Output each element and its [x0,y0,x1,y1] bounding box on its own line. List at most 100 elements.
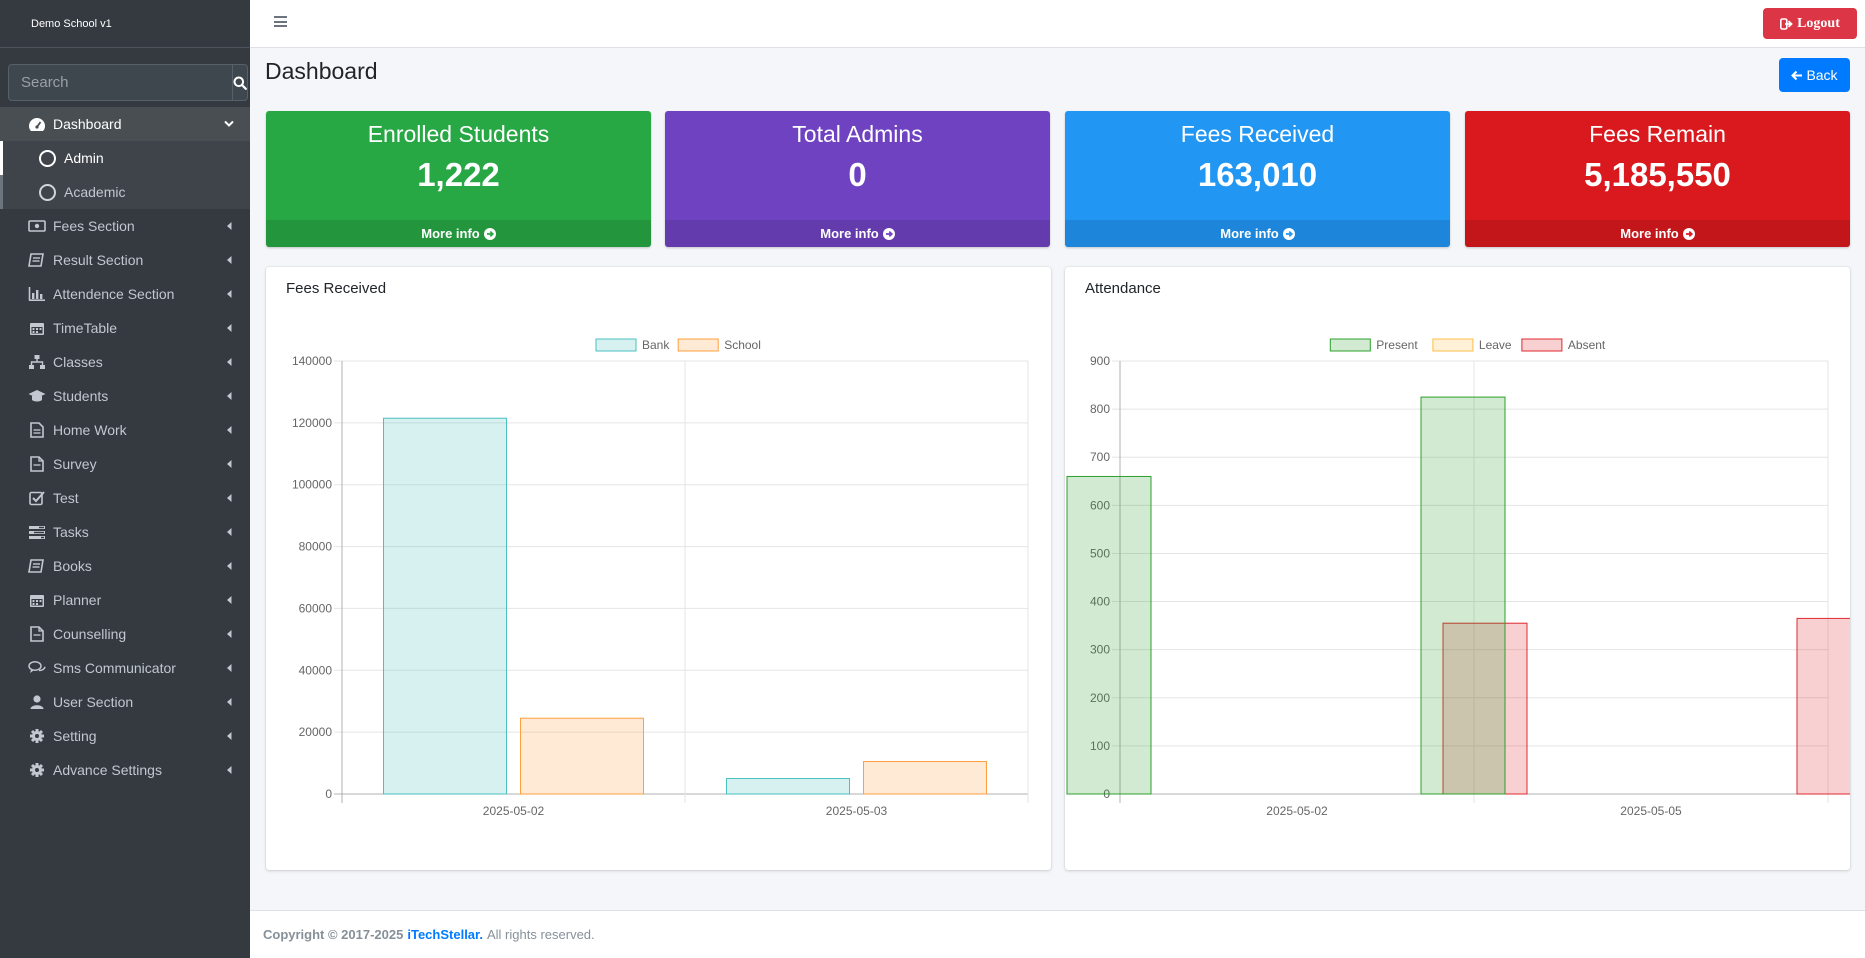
sidebar-subitem-academic[interactable]: Academic [0,175,250,209]
more-info-link[interactable]: More info [1065,220,1450,247]
sidebar-item-label: Planner [53,592,102,608]
chevron-left-icon [224,391,234,401]
sidebar-item-label: Classes [53,354,103,370]
chevron-left-icon [224,459,234,469]
more-info-link[interactable]: More info [665,220,1050,247]
back-button[interactable]: Back [1779,58,1850,92]
more-info-label: More info [421,226,480,241]
sidebar-item-attendence-section[interactable]: Attendence Section [0,277,250,311]
sidebar-item-books[interactable]: Books [0,549,250,583]
fees-received-chart: 0 20000 40000 60000 80000 100000 120000 140000 2… [292,338,1029,818]
user-icon [27,694,47,710]
logout-button[interactable]: Logout [1763,8,1857,39]
sidebar-item-survey[interactable]: Survey [0,447,250,481]
sidebar-item-setting[interactable]: Setting [0,719,250,753]
y-tick-label: 80000 [299,540,333,554]
stat-box-total-admins: Total Admins 0 More info [665,111,1050,247]
y-tick-label: 0 [325,787,332,801]
x-tick-label: 2025-05-02 [1266,804,1328,818]
bar-present [1420,396,1506,795]
sidebar-item-home-work[interactable]: Home Work [0,413,250,447]
legend-label: Present [1376,338,1418,352]
sidebar-search [8,64,248,101]
check-square-icon [27,490,47,506]
circle-icon [39,183,56,201]
calendar-icon [27,592,47,608]
arrow-circle-right-icon [1282,227,1295,240]
y-tick-label: 100000 [292,478,332,492]
chevron-left-icon [224,255,234,265]
y-tick-label: 140000 [292,354,332,368]
more-info-link[interactable]: More info [1465,220,1850,247]
page-footer: Copyright © 2017-2025 iTechStellar. All … [250,910,1865,958]
fees-received-card: Fees Received 0 20000 40000 60000 80000 10000… [266,267,1051,870]
sidebar-subitem-label: Admin [64,150,104,166]
stat-box-fees-remain: Fees Remain 5,185,550 More info [1465,111,1850,247]
arrow-circle-right-icon [882,227,895,240]
file-icon [27,626,47,642]
y-tick-label: 20000 [299,725,333,739]
search-input[interactable] [8,64,232,101]
legend-swatch-leave [1432,338,1474,352]
legend-label: Leave [1479,338,1512,352]
sidebar-subitem-label: Academic [64,184,126,200]
sidebar-item-counselling[interactable]: Counselling [0,617,250,651]
sidebar-item-label: Setting [53,728,97,744]
stat-box-enrolled-students: Enrolled Students 1,222 More info [266,111,651,247]
graduation-cap-icon [27,388,47,404]
y-tick-label: 60000 [299,601,333,615]
arrow-left-icon [1791,70,1803,80]
stat-title: Fees Remain [1589,121,1726,147]
sidebar-item-label: Sms Communicator [53,660,176,676]
sidebar-item-timetable[interactable]: TimeTable [0,311,250,345]
search-button[interactable] [232,64,248,101]
calendar-icon [27,320,47,336]
card-title: Fees Received [286,280,387,297]
bar-absent [1796,617,1850,795]
chevron-left-icon [224,561,234,571]
card-title: Attendance [1085,280,1161,297]
legend-label: Absent [1568,338,1606,352]
sidebar-item-result-section[interactable]: Result Section [0,243,250,277]
sidebar-item-test[interactable]: Test [0,481,250,515]
chevron-left-icon [224,221,234,231]
attendance-card: Attendance 01002003004005006007008009002… [1065,267,1850,870]
file-text-icon [27,422,47,438]
y-tick-label: 120000 [292,416,332,430]
more-info-link[interactable]: More info [266,220,651,247]
sidebar-subitem-admin[interactable]: Admin [0,141,250,175]
bar-chart-icon [27,286,47,302]
sidebar-item-planner[interactable]: Planner [0,583,250,617]
y-tick-label: 400 [1090,595,1110,609]
tachometer-icon [27,116,47,132]
sidebar-item-tasks[interactable]: Tasks [0,515,250,549]
y-tick-label: 900 [1090,354,1110,368]
sidebar-item-classes[interactable]: Classes [0,345,250,379]
stat-box-fees-received: Fees Received 163,010 More info [1065,111,1450,247]
sidebar-item-dashboard[interactable]: Dashboard [0,107,250,141]
brand-name[interactable]: Demo School v1 [0,0,250,48]
top-navbar: Logout [250,0,1865,48]
sidebar-item-advance-settings[interactable]: Advance Settings [0,753,250,787]
company-link[interactable]: iTechStellar. [407,927,483,942]
chevron-down-icon [224,119,234,129]
sidebar-item-label: Dashboard [53,116,122,132]
sidebar-item-sms-communicator[interactable]: Sms Communicator [0,651,250,685]
stat-title: Total Admins [792,121,923,147]
sidebar-item-user-section[interactable]: User Section [0,685,250,719]
y-tick-label: 300 [1090,643,1110,657]
menu-toggle-icon[interactable] [274,16,287,27]
legend-swatch-absent [1521,338,1563,352]
x-tick-label: 2025-05-02 [483,804,545,818]
chevron-left-icon [224,527,234,537]
copyright-text: Copyright © 2017-2025 [263,927,404,942]
sidebar-item-students[interactable]: Students [0,379,250,413]
y-tick-label: 500 [1090,546,1110,560]
book-icon [27,558,47,574]
money-icon [27,218,47,234]
chevron-left-icon [224,731,234,741]
chevron-left-icon [224,697,234,707]
sidebar-item-fees-section[interactable]: Fees Section [0,209,250,243]
sidebar-item-label: Books [53,558,92,574]
y-tick-label: 100 [1090,739,1110,753]
